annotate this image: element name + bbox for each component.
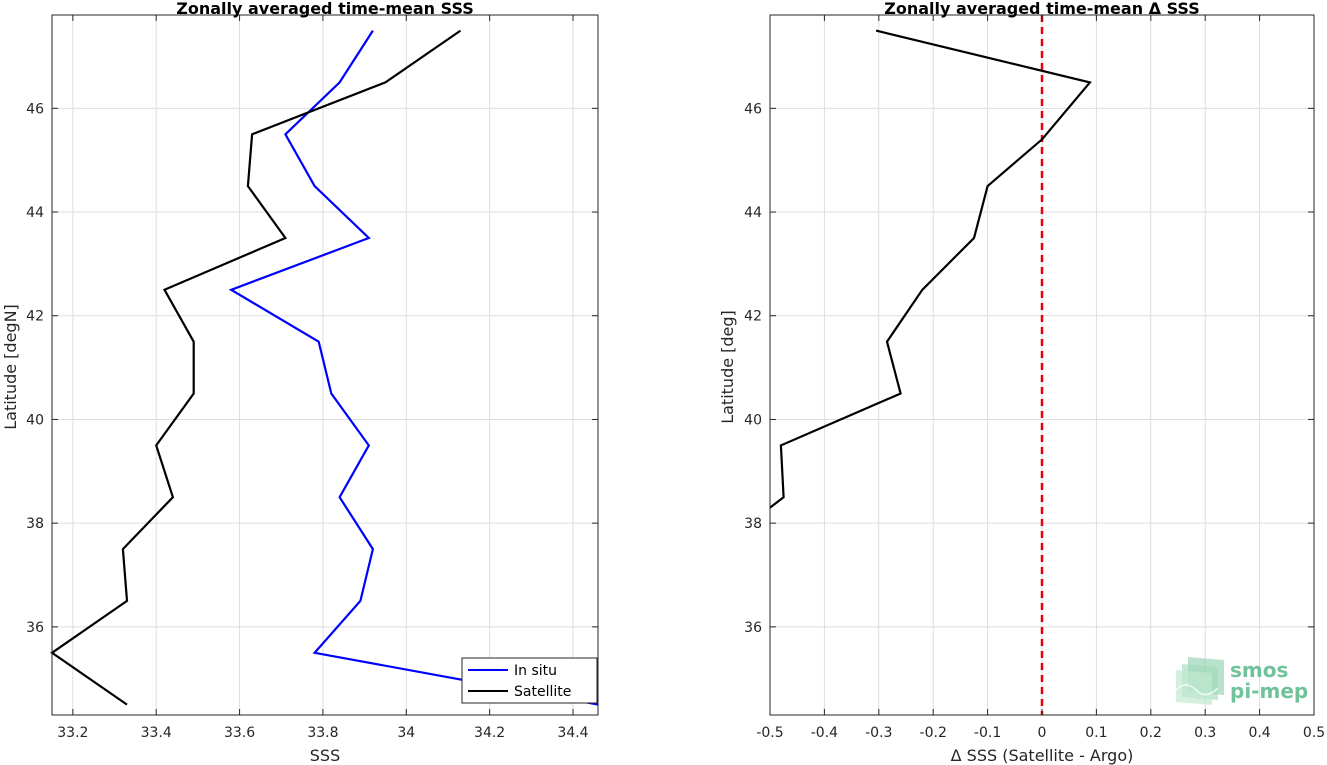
logo-wave-icon	[1175, 657, 1224, 705]
smos-pi-mep-logo: smos pi-mep	[1175, 657, 1308, 705]
series-line-satellite	[50, 29, 462, 706]
series-line-in-situ	[228, 30, 599, 706]
y-tick-label: 38	[744, 516, 762, 532]
y-axis-label: Latitude [deg]	[718, 310, 737, 424]
grid-lines	[52, 15, 598, 715]
sss-panel: 33.2 33.4 33.6 33.8 34 34.2 34.4 36 38 40 42 44 46 Z…	[1, 0, 599, 765]
y-axis-label: Latitude [degN]	[1, 304, 20, 430]
x-tick-label: -0.1	[974, 725, 1001, 741]
x-axis-label: SSS	[310, 746, 340, 765]
x-tick-label: 0.1	[1085, 725, 1107, 741]
x-tick-label: -0.3	[865, 725, 892, 741]
delta-sss-panel: -0.5 -0.4 -0.3 -0.2 -0.1 0 0.1 0.2 0.3 0.4 0.5 36 38…	[718, 0, 1325, 765]
y-tick-label: 40	[26, 412, 44, 428]
series-group	[50, 29, 599, 706]
x-tick-label: 34.4	[557, 725, 588, 741]
x-tick-label: 33.6	[224, 725, 255, 741]
x-tick-label: -0.4	[811, 725, 838, 741]
chart-title: Zonally averaged time-mean Δ SSS	[884, 0, 1200, 18]
y-tick-label: 36	[744, 620, 762, 636]
x-tick-label: 34.2	[474, 725, 505, 741]
y-tick-label: 38	[26, 516, 44, 532]
logo-text-pi-mep: pi-mep	[1230, 679, 1308, 703]
x-tick-label: 0.5	[1303, 725, 1325, 741]
y-tick-label: 40	[744, 412, 762, 428]
y-tick-label: 42	[744, 309, 762, 325]
y-tick-label: 46	[744, 101, 762, 117]
chart-title: Zonally averaged time-mean SSS	[176, 0, 474, 18]
x-axis-label: Δ SSS (Satellite - Argo)	[951, 746, 1134, 765]
x-tick-label: 0.3	[1194, 725, 1216, 741]
y-tick-label: 36	[26, 620, 44, 636]
x-tick-label: 0.4	[1248, 725, 1270, 741]
x-tick-label: -0.2	[920, 725, 947, 741]
x-tick-label: 34	[397, 725, 415, 741]
x-tick-label: 33.4	[141, 725, 172, 741]
ticks-group: 33.2 33.4 33.6 33.8 34 34.2 34.4 36 38 40 42 44 46	[26, 15, 598, 741]
x-tick-label: 0	[1038, 725, 1047, 741]
x-tick-label: 33.8	[307, 725, 338, 741]
ticks-group: -0.5 -0.4 -0.3 -0.2 -0.1 0 0.1 0.2 0.3 0.4 0.5 36 38…	[744, 15, 1325, 741]
x-tick-label: 0.2	[1140, 725, 1162, 741]
series-line-delta-sss	[769, 29, 1092, 509]
series-group	[769, 29, 1092, 509]
legend-box	[461, 657, 598, 704]
legend-label-satellite: Satellite	[514, 684, 571, 700]
plot-area-border	[51, 14, 599, 716]
logo-text-smos: smos	[1230, 658, 1288, 682]
y-tick-label: 42	[26, 309, 44, 325]
y-tick-label: 44	[26, 205, 44, 221]
x-tick-label: -0.5	[756, 725, 783, 741]
y-tick-label: 46	[26, 101, 44, 117]
legend: In situ Satellite	[461, 657, 598, 704]
x-tick-label: 33.2	[57, 725, 88, 741]
y-tick-label: 44	[744, 205, 762, 221]
legend-label-in-situ: In situ	[514, 663, 557, 679]
